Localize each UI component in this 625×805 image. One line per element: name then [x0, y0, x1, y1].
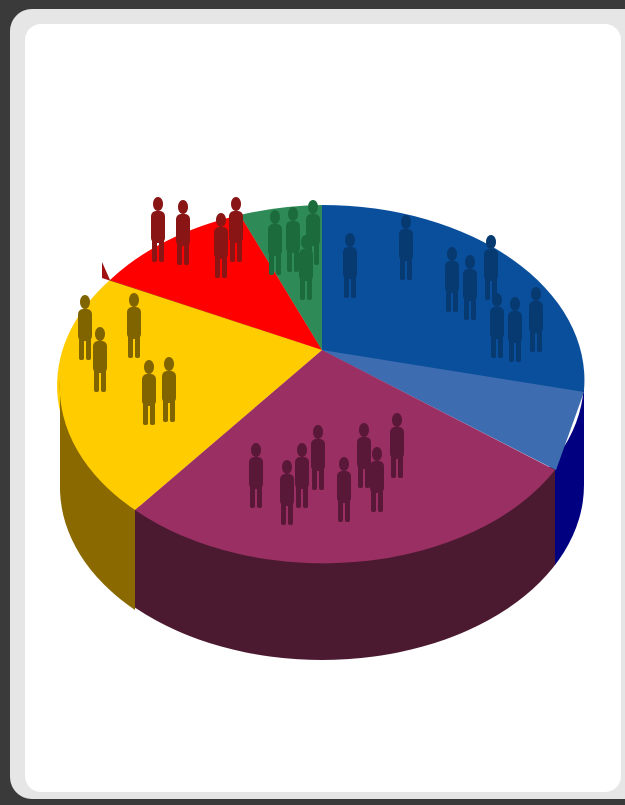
slice-magenta	[135, 350, 555, 564]
pie-illustration	[57, 197, 585, 660]
slice-blue-light	[322, 350, 584, 470]
image-frame	[25, 24, 621, 792]
image-card	[10, 9, 625, 799]
slice-yellow-side	[59, 380, 135, 610]
slice-yellow	[57, 280, 322, 510]
